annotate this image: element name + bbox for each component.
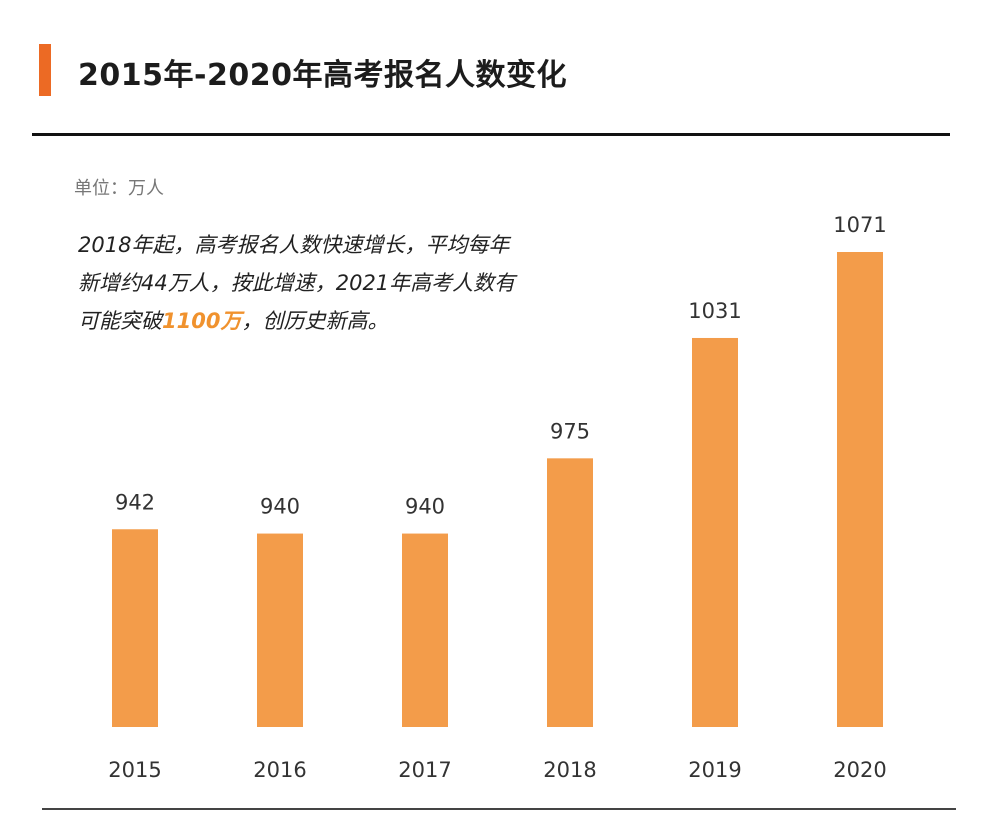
value-labels-group: 942 940 940 975 1031 1071 xyxy=(115,213,887,519)
bar-2019 xyxy=(692,337,738,727)
value-label-2016: 940 xyxy=(260,495,300,519)
category-label-2016: 2016 xyxy=(253,758,306,782)
bar-2020 xyxy=(837,252,883,727)
bar-2015 xyxy=(112,529,158,727)
annotation-text: 2018年起，高考报名人数快速增长，平均每年 新增约44万人，按此增速，2021… xyxy=(78,226,578,340)
value-label-2018: 975 xyxy=(550,419,590,443)
annotation-line-3-post: ，创历史新高。 xyxy=(241,309,389,333)
category-label-2015: 2015 xyxy=(108,758,161,782)
bar-2017 xyxy=(402,533,448,727)
category-label-2017: 2017 xyxy=(398,758,451,782)
category-label-2019: 2019 xyxy=(688,758,741,782)
annotation-line-2: 新增约44万人，按此增速，2021年高考人数有 xyxy=(78,271,516,295)
value-label-2017: 940 xyxy=(405,495,445,519)
annotation-line-1: 2018年起，高考报名人数快速增长，平均每年 xyxy=(78,233,510,257)
category-labels-group: 2015 2016 2017 2018 2019 2020 xyxy=(108,758,886,782)
category-label-2020: 2020 xyxy=(833,758,886,782)
bar-2018 xyxy=(547,458,593,727)
annotation-line-3-pre: 可能突破 xyxy=(78,309,162,333)
bar-2016 xyxy=(257,533,303,727)
value-label-2019: 1031 xyxy=(688,299,741,323)
title-divider xyxy=(32,133,950,136)
title-accent-bar xyxy=(39,44,51,96)
annotation-highlight: 1100万 xyxy=(162,309,242,333)
value-label-2015: 942 xyxy=(115,490,155,514)
unit-label: 单位：万人 xyxy=(74,178,164,199)
value-label-2020: 1071 xyxy=(833,213,886,237)
annotation-line-3: 可能突破1100万，创历史新高。 xyxy=(78,302,578,340)
chart-title: 2015年-2020年高考报名人数变化 xyxy=(78,58,567,93)
category-label-2018: 2018 xyxy=(543,758,596,782)
bars-group xyxy=(112,252,883,727)
bottom-divider xyxy=(42,808,956,810)
